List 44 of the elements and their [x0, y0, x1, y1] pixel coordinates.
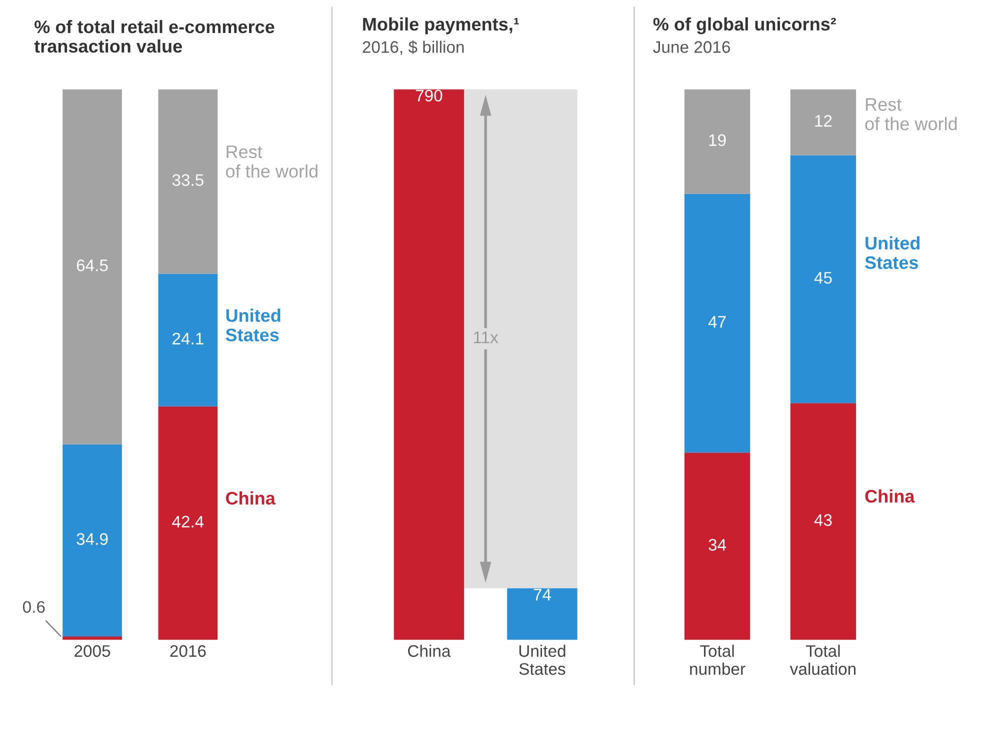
- bar: [790, 89, 856, 156]
- series-label: Rest of the world: [865, 98, 957, 130]
- series-label: China: [226, 491, 276, 505]
- x-tick-label: 2016: [170, 645, 206, 657]
- chart-subtitle: 2016, $ billion: [362, 40, 464, 55]
- data-label: 74: [534, 588, 551, 600]
- series-label: United States: [865, 236, 920, 270]
- bar: [158, 406, 218, 640]
- data-label: 43: [814, 514, 832, 526]
- x-tick-label: Total number: [690, 644, 746, 675]
- series-label: United States: [226, 308, 280, 342]
- data-label: 33.5: [172, 174, 204, 186]
- data-label: 12: [815, 114, 832, 127]
- x-tick-label: 2005: [74, 645, 110, 657]
- data-label: 19: [709, 134, 726, 146]
- bar: [62, 444, 122, 637]
- bar: [684, 452, 750, 640]
- bar: [158, 274, 218, 406]
- bar: [684, 194, 750, 453]
- data-label: 64.5: [76, 260, 108, 272]
- bar: [684, 89, 750, 194]
- data-label: 24.1: [172, 332, 204, 344]
- bar: [62, 636, 122, 640]
- series-label: China: [865, 489, 915, 503]
- chart-subtitle: June 2016: [653, 41, 730, 53]
- bar: [790, 155, 856, 404]
- bar: [158, 89, 218, 274]
- bar: [62, 89, 122, 444]
- data-label: 34.9: [76, 533, 108, 545]
- series-label: Rest of the world: [226, 146, 318, 178]
- chart-title: % of total retail e-commerce transaction value: [34, 20, 274, 53]
- bar: [790, 403, 856, 640]
- data-label: 47: [708, 316, 726, 328]
- annotation: 11x: [474, 332, 498, 344]
- x-tick-label: United States: [519, 644, 566, 675]
- data-label: 45: [814, 272, 832, 284]
- data-label: 42.4: [172, 516, 204, 528]
- data-label: 790: [416, 90, 442, 102]
- x-tick-label: China: [408, 644, 451, 657]
- data-label: 0.6: [22, 601, 45, 613]
- data-label: 34: [708, 538, 726, 551]
- x-tick-label: Total valuation: [790, 644, 856, 675]
- chart-title: % of global unicorns²: [653, 17, 836, 34]
- chart-title: Mobile payments,¹: [363, 17, 519, 34]
